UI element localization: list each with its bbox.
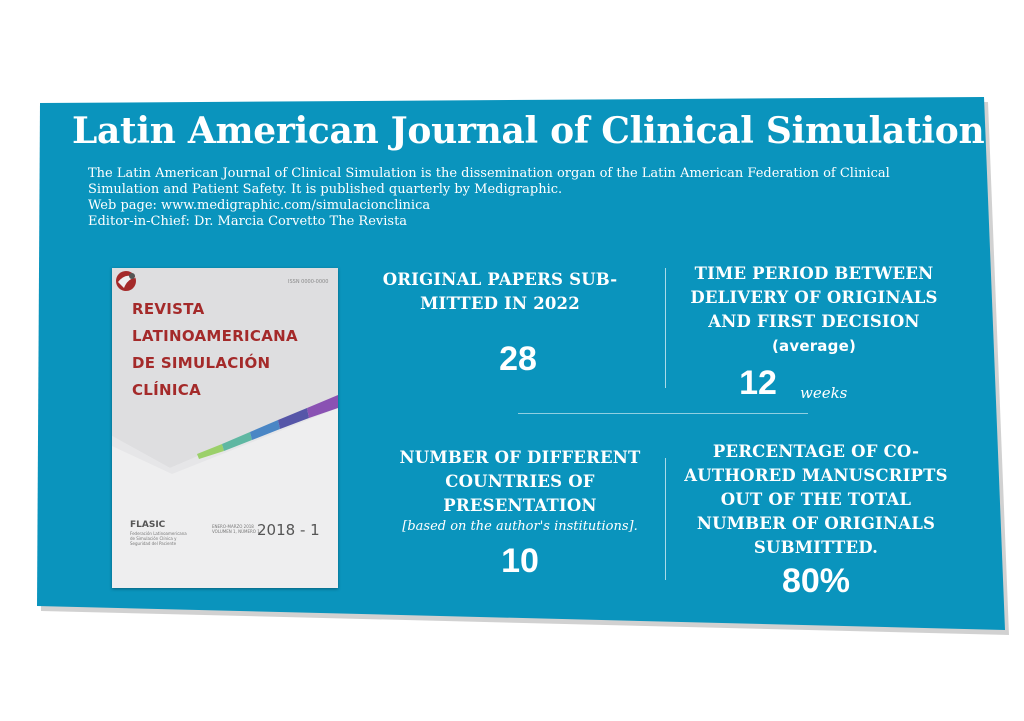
cover-title-line: LATINOAMERICANA bbox=[132, 327, 298, 345]
divider-horizontal bbox=[518, 413, 808, 414]
cover-org-line: Federación Latinoamericana bbox=[130, 531, 187, 536]
journal-cover: ISSN 0000-0000 REVISTA LATINOAMERICANA D… bbox=[112, 268, 338, 588]
countries-heading-line: COUNTRIES OF bbox=[445, 472, 595, 491]
cover-org-full: Federación Latinoamericana de Simulación… bbox=[130, 531, 187, 546]
cover-volume-line: VOLUMEN 1, NÚMERO 1 bbox=[212, 529, 260, 534]
cover-org-name: FLASIC bbox=[130, 520, 166, 530]
cover-title-line: REVISTA bbox=[132, 300, 205, 318]
flasic-logo-icon bbox=[116, 271, 136, 291]
cover-title: REVISTA LATINOAMERICANA DE SIMULACIÓN CL… bbox=[132, 296, 298, 404]
coauthored-heading-line: AUTHORED MANUSCRIPTS bbox=[684, 466, 948, 485]
cover-volume-line: ENERO-MARZO 2018 bbox=[212, 524, 254, 529]
papers-heading: ORIGINAL PAPERS SUB- MITTED IN 2022 bbox=[380, 268, 620, 316]
coauthored-heading-line: PERCENTAGE OF CO- bbox=[712, 442, 920, 461]
page-title: Latin American Journal of Clinical Simul… bbox=[72, 110, 985, 152]
time-unit: weeks bbox=[800, 384, 848, 402]
papers-heading-line: MITTED IN 2022 bbox=[420, 294, 580, 313]
description-line: Simulation and Patient Safety. It is pub… bbox=[88, 182, 563, 197]
countries-value: 10 bbox=[501, 542, 539, 580]
cover-volume: ENERO-MARZO 2018 VOLUMEN 1, NÚMERO 1 bbox=[212, 524, 260, 534]
coauthored-heading: PERCENTAGE OF CO- AUTHORED MANUSCRIPTS O… bbox=[680, 440, 952, 560]
papers-heading-line: ORIGINAL PAPERS SUB- bbox=[382, 270, 618, 289]
time-heading-line: DELIVERY OF ORIGINALS bbox=[690, 288, 938, 307]
coauthored-heading-line: SUBMITTED. bbox=[753, 538, 879, 557]
time-qualifier: (average) bbox=[771, 337, 856, 355]
countries-heading: NUMBER OF DIFFERENT COUNTRIES OF PRESENT… bbox=[390, 446, 650, 518]
time-heading-line: AND FIRST DECISION bbox=[708, 312, 920, 331]
description-line: Web page: www.medigraphic.com/simulacion… bbox=[88, 198, 431, 213]
divider-vertical bbox=[665, 268, 666, 388]
cover-title-line: DE SIMULACIÓN bbox=[132, 354, 271, 372]
cover-org-line: de Simulación Clínica y bbox=[130, 536, 177, 541]
cover-org-line: Seguridad del Paciente bbox=[130, 541, 177, 546]
time-heading: TIME PERIOD BETWEEN DELIVERY OF ORIGINAL… bbox=[680, 262, 948, 358]
coauthored-heading-line: NUMBER OF ORIGINALS bbox=[696, 514, 936, 533]
cover-artwork bbox=[112, 268, 338, 588]
countries-heading-line: PRESENTATION bbox=[443, 496, 597, 515]
countries-heading-line: NUMBER OF DIFFERENT bbox=[399, 448, 641, 467]
divider-vertical bbox=[665, 458, 666, 580]
description-line: The Latin American Journal of Clinical S… bbox=[88, 166, 890, 181]
coauthored-value: 80% bbox=[781, 562, 851, 600]
cover-issue: 2018 - 1 bbox=[257, 521, 320, 539]
cover-issn: ISSN 0000-0000 bbox=[288, 279, 329, 285]
time-value: 12 bbox=[739, 364, 777, 402]
cover-title-line: CLÍNICA bbox=[132, 381, 201, 399]
papers-value: 28 bbox=[499, 340, 537, 378]
description: The Latin American Journal of Clinical S… bbox=[88, 166, 938, 230]
time-heading-line: TIME PERIOD BETWEEN bbox=[694, 264, 934, 283]
description-line: Editor-in-Chief: Dr. Marcia Corvetto The… bbox=[88, 214, 408, 229]
coauthored-heading-line: OUT OF THE TOTAL bbox=[720, 490, 912, 509]
countries-note: [based on the author's institutions]. bbox=[402, 519, 638, 534]
